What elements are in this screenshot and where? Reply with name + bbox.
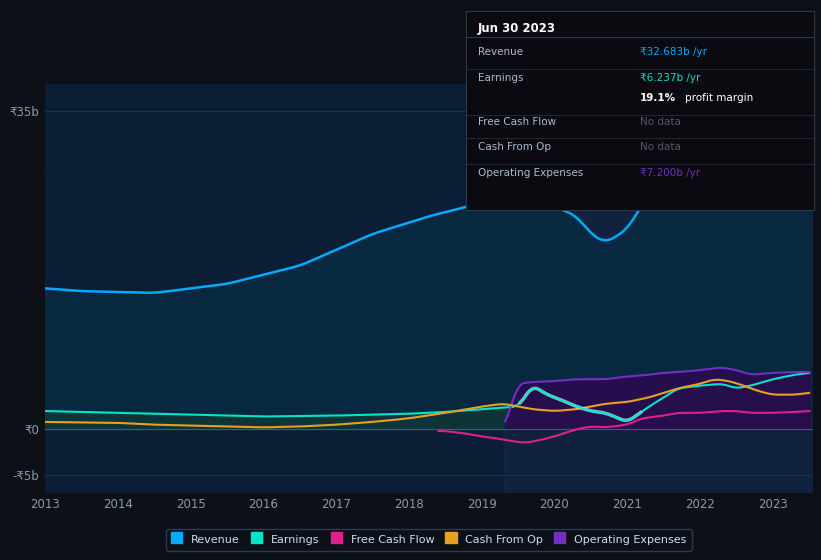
- Text: Operating Expenses: Operating Expenses: [478, 168, 583, 178]
- Text: ₹32.683b /yr: ₹32.683b /yr: [640, 47, 707, 57]
- Text: Free Cash Flow: Free Cash Flow: [478, 116, 556, 127]
- Text: profit margin: profit margin: [686, 93, 754, 102]
- Bar: [503, 84, 816, 493]
- Text: Revenue: Revenue: [478, 47, 523, 57]
- Text: Cash From Op: Cash From Op: [478, 142, 551, 152]
- Text: Earnings: Earnings: [478, 73, 523, 83]
- Legend: Revenue, Earnings, Free Cash Flow, Cash From Op, Operating Expenses: Revenue, Earnings, Free Cash Flow, Cash …: [166, 529, 692, 550]
- Text: Jun 30 2023: Jun 30 2023: [478, 22, 556, 35]
- Text: No data: No data: [640, 116, 681, 127]
- Text: No data: No data: [640, 142, 681, 152]
- Text: ₹7.200b /yr: ₹7.200b /yr: [640, 168, 700, 178]
- Text: ₹6.237b /yr: ₹6.237b /yr: [640, 73, 700, 83]
- Text: 19.1%: 19.1%: [640, 93, 677, 102]
